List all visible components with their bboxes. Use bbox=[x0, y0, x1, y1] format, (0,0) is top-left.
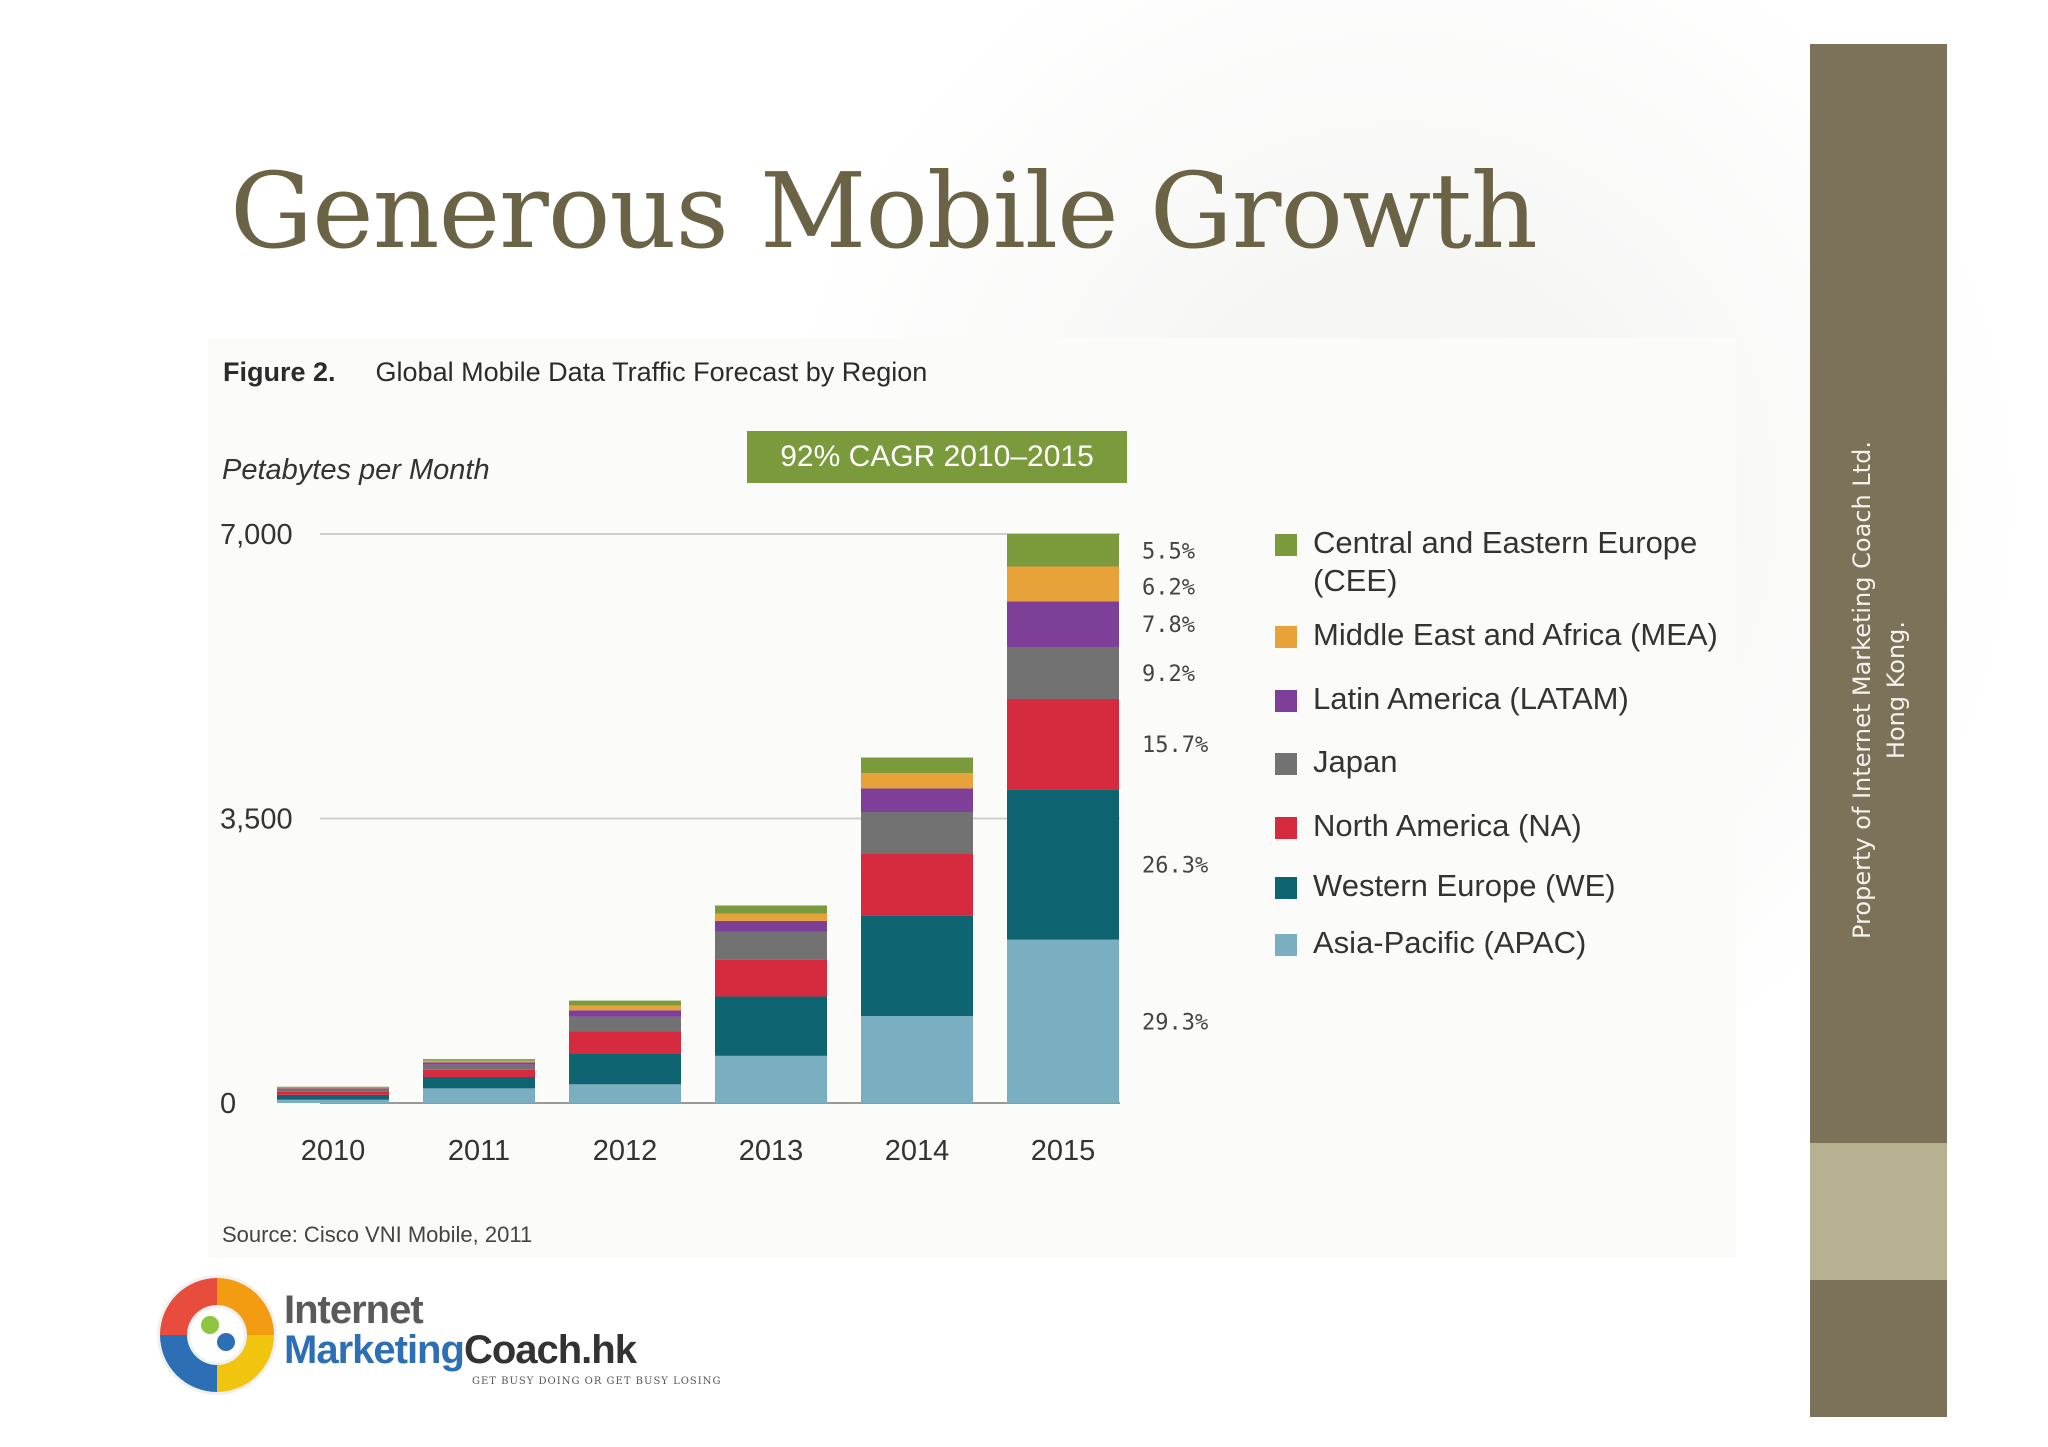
logo-text-marketing: Marketing bbox=[284, 1328, 465, 1372]
figure-caption: Figure 2. Global Mobile Data Traffic Fore… bbox=[223, 357, 927, 388]
bar-segment-2012 bbox=[569, 1010, 681, 1017]
legend-label: Asia-Pacific (APAC) bbox=[1313, 925, 1587, 960]
bar-segment-2015 bbox=[1007, 646, 1119, 700]
legend-swatch bbox=[1275, 753, 1297, 775]
sidebar-ownership-text: Property of Internet Marketing Coach Ltd… bbox=[1848, 441, 1910, 939]
y-axis-label: Petabytes per Month bbox=[222, 454, 490, 486]
bar-segment-2014 bbox=[861, 915, 973, 1017]
bar-segment-2015 bbox=[1007, 939, 1119, 1103]
x-tick-label: 2013 bbox=[739, 1135, 804, 1167]
bar-segment-2013 bbox=[715, 905, 827, 914]
share-label: 26.3% bbox=[1142, 853, 1208, 878]
y-tick-label: 0 bbox=[220, 1088, 236, 1120]
figure-caption-text: Global Mobile Data Traffic Forecast by R… bbox=[375, 357, 928, 387]
x-tick-label: 2014 bbox=[885, 1135, 950, 1167]
chart-source: Source: Cisco VNI Mobile, 2011 bbox=[222, 1222, 533, 1247]
bar-segment-2010 bbox=[277, 1087, 389, 1089]
bar-segment-2014 bbox=[861, 811, 973, 854]
bar-segment-2012 bbox=[569, 1005, 681, 1011]
logo-text-marketing-coach: MarketingCoach.hk bbox=[284, 1328, 637, 1373]
x-tick-label: 2012 bbox=[593, 1135, 658, 1167]
bar-segment-2011 bbox=[423, 1060, 535, 1063]
bar-segment-2010 bbox=[277, 1089, 389, 1092]
bar-segment-2010 bbox=[277, 1094, 389, 1100]
legend-swatch bbox=[1275, 626, 1297, 648]
bar-segment-2013 bbox=[715, 920, 827, 932]
cagr-badge: 92% CAGR 2010–2015 bbox=[747, 431, 1127, 483]
bar-segment-2013 bbox=[715, 931, 827, 960]
x-tick-label: 2015 bbox=[1031, 1135, 1096, 1167]
figure-number: Figure 2. bbox=[223, 357, 336, 387]
legend-swatch bbox=[1275, 877, 1297, 899]
legend-label: Central and Eastern Europe (CEE) bbox=[1313, 525, 1698, 598]
legend-swatch bbox=[1275, 934, 1297, 956]
bar-segment-2014 bbox=[861, 772, 973, 789]
bar-segment-2014 bbox=[861, 1016, 973, 1103]
bar-segment-2011 bbox=[423, 1069, 535, 1077]
logo-text-internet: Internet bbox=[284, 1288, 424, 1332]
company-logo[interactable]: Internet MarketingCoach.hk GET BUSY DOIN… bbox=[152, 1270, 720, 1400]
bar-segment-2015 bbox=[1007, 534, 1119, 567]
bar-segment-2013 bbox=[715, 1055, 827, 1103]
bar-segment-2012 bbox=[569, 1016, 681, 1032]
legend-swatch bbox=[1275, 534, 1297, 556]
logo-tagline: GET BUSY DOING OR GET BUSY LOSING bbox=[472, 1376, 722, 1387]
x-tick-label: 2010 bbox=[301, 1135, 366, 1167]
share-label: 5.5% bbox=[1142, 539, 1195, 564]
legend-swatch bbox=[1275, 817, 1297, 839]
bar-segment-2011 bbox=[423, 1064, 535, 1070]
legend-label: Western Europe (WE) bbox=[1313, 868, 1616, 903]
share-label: 29.3% bbox=[1142, 1010, 1208, 1035]
bar-segment-2014 bbox=[861, 788, 973, 812]
bar-segment-2011 bbox=[423, 1088, 535, 1103]
legend-label: North America (NA) bbox=[1313, 808, 1582, 843]
bar-segment-2011 bbox=[423, 1076, 535, 1089]
sidebar-accent-block bbox=[1810, 1143, 1947, 1280]
bar-segment-2010 bbox=[277, 1099, 389, 1103]
bar-segment-2012 bbox=[569, 1053, 681, 1085]
bar-segment-2011 bbox=[423, 1059, 535, 1061]
share-label: 9.2% bbox=[1142, 662, 1195, 687]
bar-segment-2012 bbox=[569, 1000, 681, 1006]
logo-text-coach: Coach.hk bbox=[463, 1328, 637, 1372]
bar-segment-2010 bbox=[277, 1091, 389, 1095]
bar-segment-2014 bbox=[861, 853, 973, 916]
bar-segment-2011 bbox=[423, 1062, 535, 1065]
bar-segment-2013 bbox=[715, 996, 827, 1056]
legend-swatch bbox=[1275, 690, 1297, 712]
bar-segment-2014 bbox=[861, 757, 973, 773]
share-label: 15.7% bbox=[1142, 733, 1208, 758]
bar-segment-2015 bbox=[1007, 699, 1119, 790]
bar-segment-2012 bbox=[569, 1084, 681, 1103]
bar-segment-2015 bbox=[1007, 601, 1119, 647]
legend-label: Latin America (LATAM) bbox=[1313, 681, 1629, 716]
share-label: 6.2% bbox=[1142, 575, 1195, 600]
x-tick-label: 2011 bbox=[448, 1135, 510, 1167]
logo-mark-icon bbox=[157, 1275, 277, 1395]
share-label: 7.8% bbox=[1142, 613, 1195, 638]
bar-segment-2015 bbox=[1007, 566, 1119, 602]
legend-label: Japan bbox=[1313, 744, 1398, 779]
bar-segment-2015 bbox=[1007, 789, 1119, 940]
bar-segment-2010 bbox=[277, 1088, 389, 1090]
bar-segment-2012 bbox=[569, 1031, 681, 1054]
bar-segment-2013 bbox=[715, 913, 827, 921]
slide-title: Generous Mobile Growth bbox=[230, 150, 1538, 272]
bar-segment-2013 bbox=[715, 959, 827, 997]
legend-label: Middle East and Africa (MEA) bbox=[1313, 617, 1718, 652]
bar-segment-2010 bbox=[277, 1086, 389, 1088]
y-tick-label: 3,500 bbox=[220, 804, 293, 836]
y-tick-label: 7,000 bbox=[220, 519, 293, 551]
